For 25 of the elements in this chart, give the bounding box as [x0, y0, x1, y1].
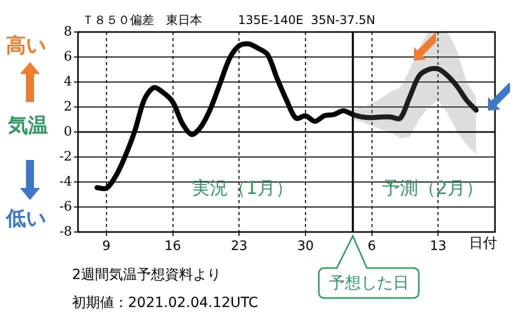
text: 低い	[6, 205, 46, 232]
x-tick-label: 23	[230, 239, 248, 254]
y-tick-label: -8	[59, 224, 72, 240]
text: 2週間気温予想資料より	[72, 266, 221, 284]
x-tick-label: 13	[430, 239, 446, 254]
annotation: 実況（1月）	[192, 177, 294, 200]
y-tick-label: 6	[64, 49, 72, 64]
y-tick-label: -6	[59, 199, 72, 214]
y-tick-label: -4	[59, 174, 72, 190]
x-tick-label: 6	[368, 239, 376, 254]
y-tick-label: 0	[64, 124, 72, 140]
y-tick-label: 4	[64, 74, 72, 90]
text: 初期値：2021.02.04.12UTC	[72, 294, 258, 312]
x-tick-label: 9	[102, 239, 111, 254]
x-tick-label: 16	[164, 239, 182, 254]
y-tick-label: 2	[64, 99, 72, 114]
y-tick-label: -2	[59, 149, 72, 164]
x-axis-title: 日付	[469, 236, 497, 252]
annotation: 予測（2月）	[382, 177, 484, 200]
y-axis-title: 気温	[8, 112, 48, 139]
y-tick-label: 8	[64, 24, 72, 40]
chart-title: Ｔ８５０偏差 東日本 135E-140E 35N-37.5N	[82, 12, 376, 29]
x-tick-label: 30	[297, 239, 314, 254]
text: 高い	[6, 32, 46, 59]
ref-line-label: 予想した日	[328, 273, 409, 292]
